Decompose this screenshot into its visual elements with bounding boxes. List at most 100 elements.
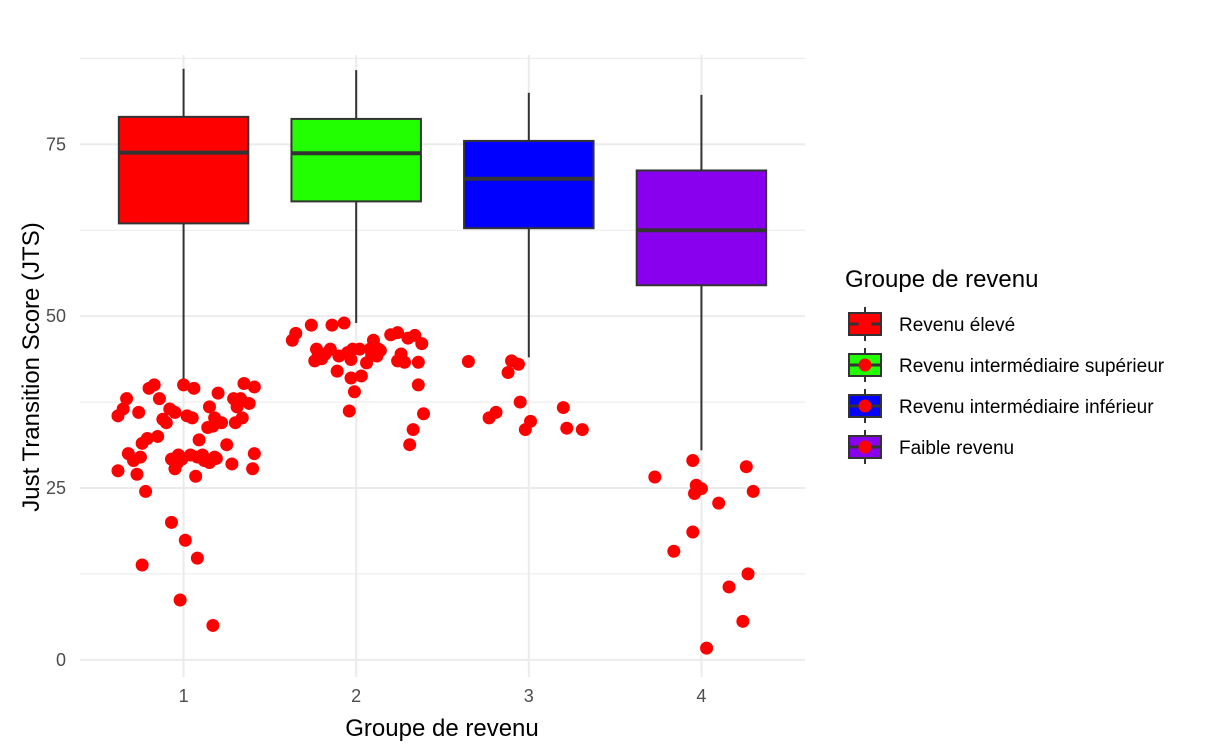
data-point xyxy=(189,469,203,483)
data-point xyxy=(342,404,356,418)
data-point xyxy=(215,416,229,430)
legend-items: Revenu élevé Revenu intermédiaire supérie… xyxy=(848,307,1165,464)
data-point xyxy=(461,355,475,369)
data-point xyxy=(344,352,358,366)
data-point xyxy=(712,496,726,510)
x-tick-label: 2 xyxy=(351,686,361,706)
data-point xyxy=(560,421,574,435)
data-point xyxy=(746,484,760,498)
data-point xyxy=(147,378,161,392)
data-point xyxy=(178,533,192,547)
data-point xyxy=(133,450,147,464)
data-point xyxy=(741,567,755,581)
data-point xyxy=(417,407,431,421)
legend-key-point xyxy=(858,317,872,331)
legend-item-3: Revenu intermédiaire inférieur xyxy=(848,389,1154,423)
data-point xyxy=(575,423,589,437)
data-point xyxy=(700,641,714,655)
data-point xyxy=(135,558,149,572)
data-point xyxy=(246,462,260,476)
y-tick-label: 25 xyxy=(46,478,66,498)
data-point xyxy=(190,551,204,565)
data-point xyxy=(111,464,125,478)
data-point xyxy=(694,482,708,496)
data-point xyxy=(403,438,417,452)
data-point xyxy=(289,326,303,340)
data-point xyxy=(206,618,220,632)
legend-key-point xyxy=(858,440,872,454)
box-1 xyxy=(117,68,250,385)
data-point xyxy=(489,405,503,419)
legend: Groupe de revenu Revenu élevé Revenu inte… xyxy=(845,266,1165,464)
data-point xyxy=(513,395,527,409)
y-axis-ticks: 0 25 50 75 xyxy=(46,134,66,669)
data-point xyxy=(247,380,261,394)
data-point xyxy=(406,423,420,437)
legend-item-4: Faible revenu xyxy=(848,430,1014,464)
legend-key-point xyxy=(858,358,872,372)
data-point xyxy=(337,316,351,330)
data-point xyxy=(139,484,153,498)
legend-label: Revenu intermédiaire supérieur xyxy=(899,356,1165,377)
y-axis-title: Just Transition Score (JTS) xyxy=(18,222,45,511)
data-point xyxy=(168,405,182,419)
data-point xyxy=(151,429,165,443)
data-point xyxy=(511,357,525,371)
data-point xyxy=(220,438,234,452)
x-axis-title: Groupe de revenu xyxy=(345,715,538,742)
data-point xyxy=(373,344,387,358)
data-point xyxy=(354,369,368,383)
data-point xyxy=(152,392,166,406)
y-tick-label: 50 xyxy=(46,306,66,326)
data-point xyxy=(648,470,662,484)
box-body xyxy=(635,169,768,287)
box-body xyxy=(290,117,422,203)
data-point xyxy=(411,378,425,392)
box-3 xyxy=(463,92,595,358)
data-point xyxy=(177,378,191,392)
data-point xyxy=(185,411,199,425)
data-point xyxy=(225,457,239,471)
y-tick-label: 75 xyxy=(46,134,66,154)
data-point xyxy=(501,366,515,380)
legend-key-point xyxy=(858,399,872,413)
data-point xyxy=(247,447,261,461)
legend-item-1: Revenu élevé xyxy=(848,307,1015,341)
data-point xyxy=(237,377,251,391)
data-point xyxy=(192,433,206,447)
box-2 xyxy=(290,70,422,324)
box-body xyxy=(463,139,595,230)
data-point xyxy=(164,515,178,529)
data-point xyxy=(242,396,256,410)
data-point xyxy=(140,432,154,446)
data-point xyxy=(686,525,700,539)
data-point xyxy=(411,355,425,369)
x-tick-label: 3 xyxy=(524,686,534,706)
data-point xyxy=(130,467,144,481)
box-4 xyxy=(635,94,768,451)
data-point xyxy=(736,614,750,628)
data-point xyxy=(211,386,225,400)
data-point xyxy=(398,355,412,369)
data-point xyxy=(132,405,146,419)
data-point xyxy=(415,337,429,351)
data-point xyxy=(116,402,130,416)
box-body xyxy=(117,115,250,225)
data-point xyxy=(235,411,249,425)
x-tick-label: 4 xyxy=(696,686,706,706)
x-axis-ticks: 1 2 3 4 xyxy=(179,686,707,706)
data-point xyxy=(353,342,367,356)
legend-title: Groupe de revenu xyxy=(845,266,1038,293)
data-point xyxy=(686,454,700,468)
data-point xyxy=(120,392,134,406)
data-point xyxy=(168,462,182,476)
legend-label: Faible revenu xyxy=(899,438,1014,459)
data-point xyxy=(209,451,223,465)
data-point xyxy=(325,318,339,332)
boxes xyxy=(117,68,768,451)
data-point xyxy=(202,400,216,414)
data-point xyxy=(739,460,753,474)
legend-item-2: Revenu intermédiaire supérieur xyxy=(848,348,1165,382)
data-point xyxy=(159,416,173,430)
